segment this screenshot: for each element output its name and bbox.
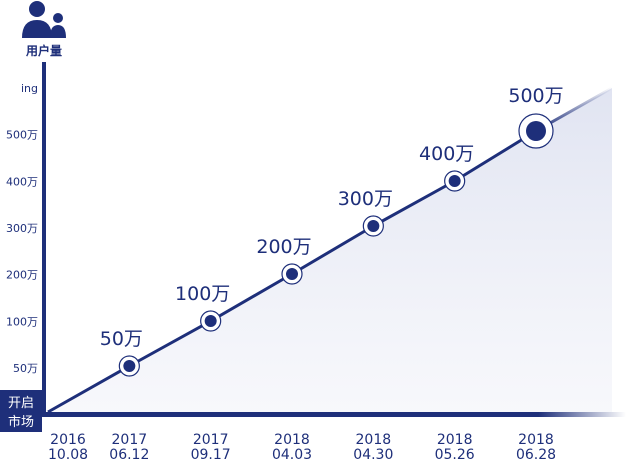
y-tick-label: 300万 [6,222,38,235]
x-tick-year: 2016 [50,432,86,448]
x-tick-year: 2018 [356,432,392,448]
origin-label-line1: 开启 [8,396,34,411]
data-point [286,268,298,280]
x-axis [42,412,626,417]
y-tick-label: 500万 [6,129,38,142]
users-icon [22,1,66,38]
x-tick-year: 2017 [112,432,148,448]
x-tick-year: 2018 [274,432,310,448]
data-point [204,315,217,327]
data-point [448,175,461,187]
data-label: 200万 [256,236,311,258]
data-label: 300万 [338,188,393,210]
x-tick-date: 04.30 [353,447,393,463]
y-tick-label: 50万 [13,362,38,375]
data-points [118,113,554,377]
origin-label-line2: 市场 [8,414,34,430]
y-tick-label: 200万 [6,269,38,282]
x-tick-date: 04.03 [272,447,312,463]
x-tick-date: 06.28 [516,447,556,463]
x-tick-date: 10.08 [48,447,88,463]
x-tick-date: 09.17 [191,447,231,463]
x-tick-labels: 201610.08201706.12201709.17201804.032018… [48,432,556,463]
data-label: 500万 [508,85,563,107]
data-label: 100万 [175,283,230,305]
origin-badge [0,390,42,432]
data-label: 50万 [100,328,143,350]
y-axis [42,62,46,416]
x-tick-year: 2017 [193,432,229,448]
x-tick-year: 2018 [437,432,473,448]
data-point [526,121,546,141]
y-tick-label: ing [21,82,38,95]
y-tick-labels: ing 500万 400万 300万 200万 100万 50万 [6,82,38,375]
data-point [367,220,380,232]
y-tick-label: 100万 [6,315,38,328]
x-tick-date: 05.26 [435,447,475,463]
data-point [123,360,136,372]
y-tick-label: 400万 [6,175,38,188]
data-labels: 50万 100万 200万 300万 400万 500万 [100,85,564,350]
y-axis-title: 用户量 [25,43,62,58]
x-tick-year: 2018 [518,432,554,448]
x-tick-date: 06.12 [109,447,149,463]
data-label: 400万 [419,143,474,165]
area-fill [48,88,612,412]
